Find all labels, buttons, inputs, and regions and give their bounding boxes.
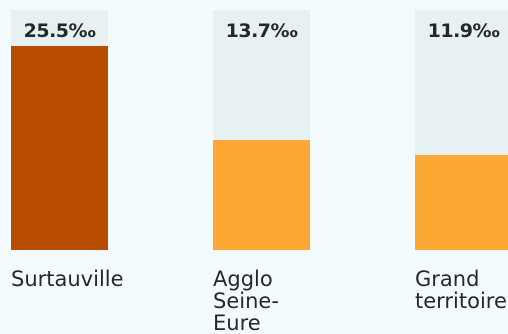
- category-label-line: Grand: [415, 268, 480, 291]
- category-label-agglo-seine-eure: Agglo Seine- Eure: [213, 268, 333, 334]
- category-label-line: Seine-: [213, 289, 279, 313]
- category-label-line: territoire: [415, 289, 507, 312]
- bar-agglo-seine-eure: [213, 140, 310, 250]
- bar-column-grand-territoire: 11.9‰: [415, 10, 508, 250]
- bar-column-agglo-seine-eure: 13.7‰: [213, 10, 310, 250]
- value-label-grand-territoire: 11.9‰: [427, 20, 500, 42]
- category-label-surtauville: Surtauville: [11, 268, 131, 290]
- bar-column-surtauville: 25.5‰: [11, 10, 108, 250]
- category-label-line: Agglo: [213, 268, 273, 291]
- category-label-line: Surtauville: [11, 268, 124, 290]
- value-label-agglo-seine-eure: 13.7‰: [225, 20, 298, 42]
- category-label-line: Eure: [213, 311, 261, 334]
- value-label-surtauville: 25.5‰: [23, 20, 96, 42]
- bar-grand-territoire: [415, 154, 508, 250]
- bar-surtauville: [11, 46, 108, 250]
- category-label-grand-territoire: Grand territoire: [415, 268, 508, 312]
